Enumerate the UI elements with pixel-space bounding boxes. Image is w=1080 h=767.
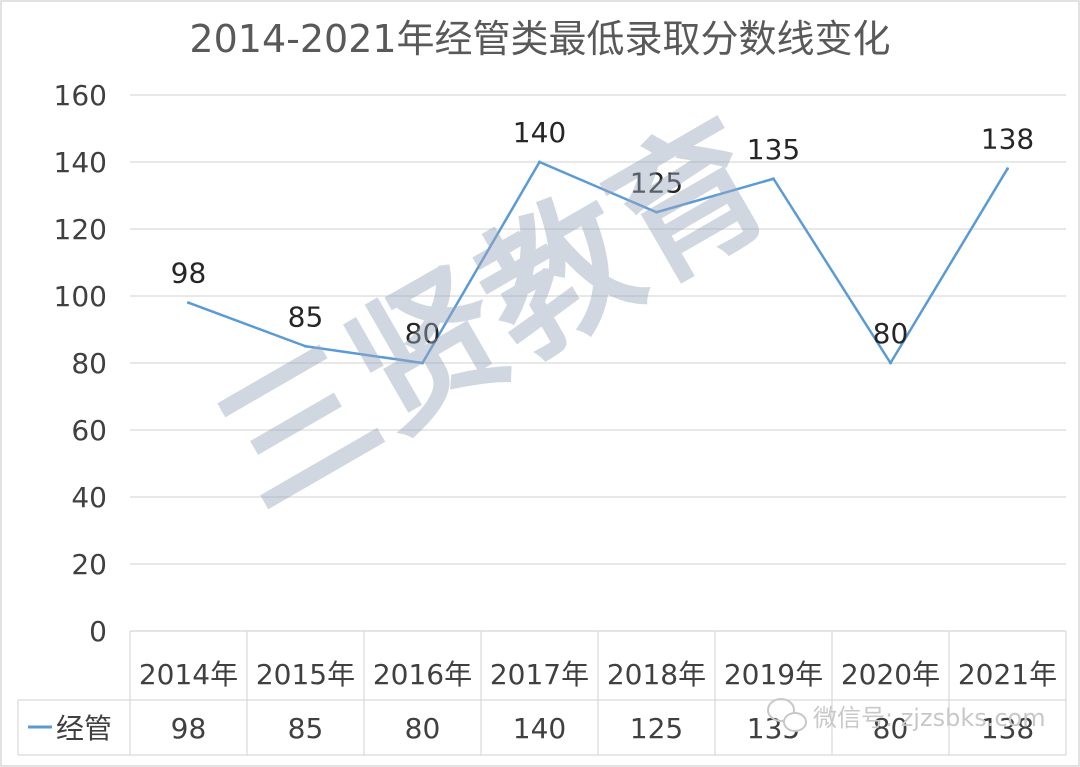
y-tick-label: 160 (54, 79, 107, 112)
data-label: 138 (981, 123, 1034, 156)
y-tick-label: 0 (89, 615, 107, 648)
category-label: 2014年 (139, 658, 238, 691)
series-line-jingguan (188, 160, 1009, 365)
data-label: 140 (513, 116, 566, 149)
y-tick-label: 100 (54, 280, 107, 313)
series-layer (187, 160, 1009, 365)
table-value: 98 (171, 712, 207, 745)
category-label: 2016年 (373, 658, 472, 691)
data-label: 98 (171, 257, 207, 290)
category-label: 2015年 (256, 658, 355, 691)
data-point (187, 301, 190, 305)
chart-title: 2014-2021年经管类最低录取分数线变化 (189, 17, 890, 61)
data-label: 80 (873, 317, 909, 350)
table-value: 80 (873, 712, 909, 745)
data-point (772, 177, 775, 181)
social-badge: 微信号: zjzsbks.com (767, 698, 1046, 732)
data-labels: 98 85 80 140 125 135 80 138 (171, 116, 1035, 350)
y-tick-label: 40 (71, 481, 107, 514)
data-point (538, 160, 541, 164)
legend-series-name: 经管 (56, 712, 112, 745)
y-tick-label: 80 (71, 347, 107, 380)
category-label: 2017年 (490, 658, 589, 691)
table-value: 85 (288, 712, 324, 745)
data-label: 135 (747, 133, 800, 166)
data-label: 85 (288, 300, 324, 333)
y-tick-label: 140 (54, 146, 107, 179)
data-label: 125 (630, 166, 683, 199)
y-tick-label: 20 (71, 548, 107, 581)
data-table: 2014年 2015年 2016年 2017年 2018年 2019年 2020年 2021年… (17, 630, 1067, 756)
table-value: 80 (405, 712, 441, 745)
category-label: 2021年 (958, 658, 1057, 691)
data-point (1006, 167, 1009, 171)
data-point (421, 361, 424, 365)
y-tick-label: 120 (54, 213, 107, 246)
category-label: 2019年 (724, 658, 823, 691)
y-tick-label: 60 (71, 414, 107, 447)
wechat-icon (767, 698, 807, 732)
table-value: 140 (513, 712, 566, 745)
data-point (304, 344, 307, 348)
y-axis-ticks: 0 20 40 60 80 100 120 140 160 (54, 79, 107, 648)
social-badge-text: 微信号: zjzsbks.com (813, 704, 1046, 732)
data-label: 80 (405, 317, 441, 350)
category-label: 2018年 (607, 658, 706, 691)
data-point (889, 361, 892, 365)
table-value: 125 (630, 712, 683, 745)
category-label: 2020年 (841, 658, 940, 691)
table-value: 138 (981, 712, 1034, 745)
data-point (655, 210, 658, 214)
